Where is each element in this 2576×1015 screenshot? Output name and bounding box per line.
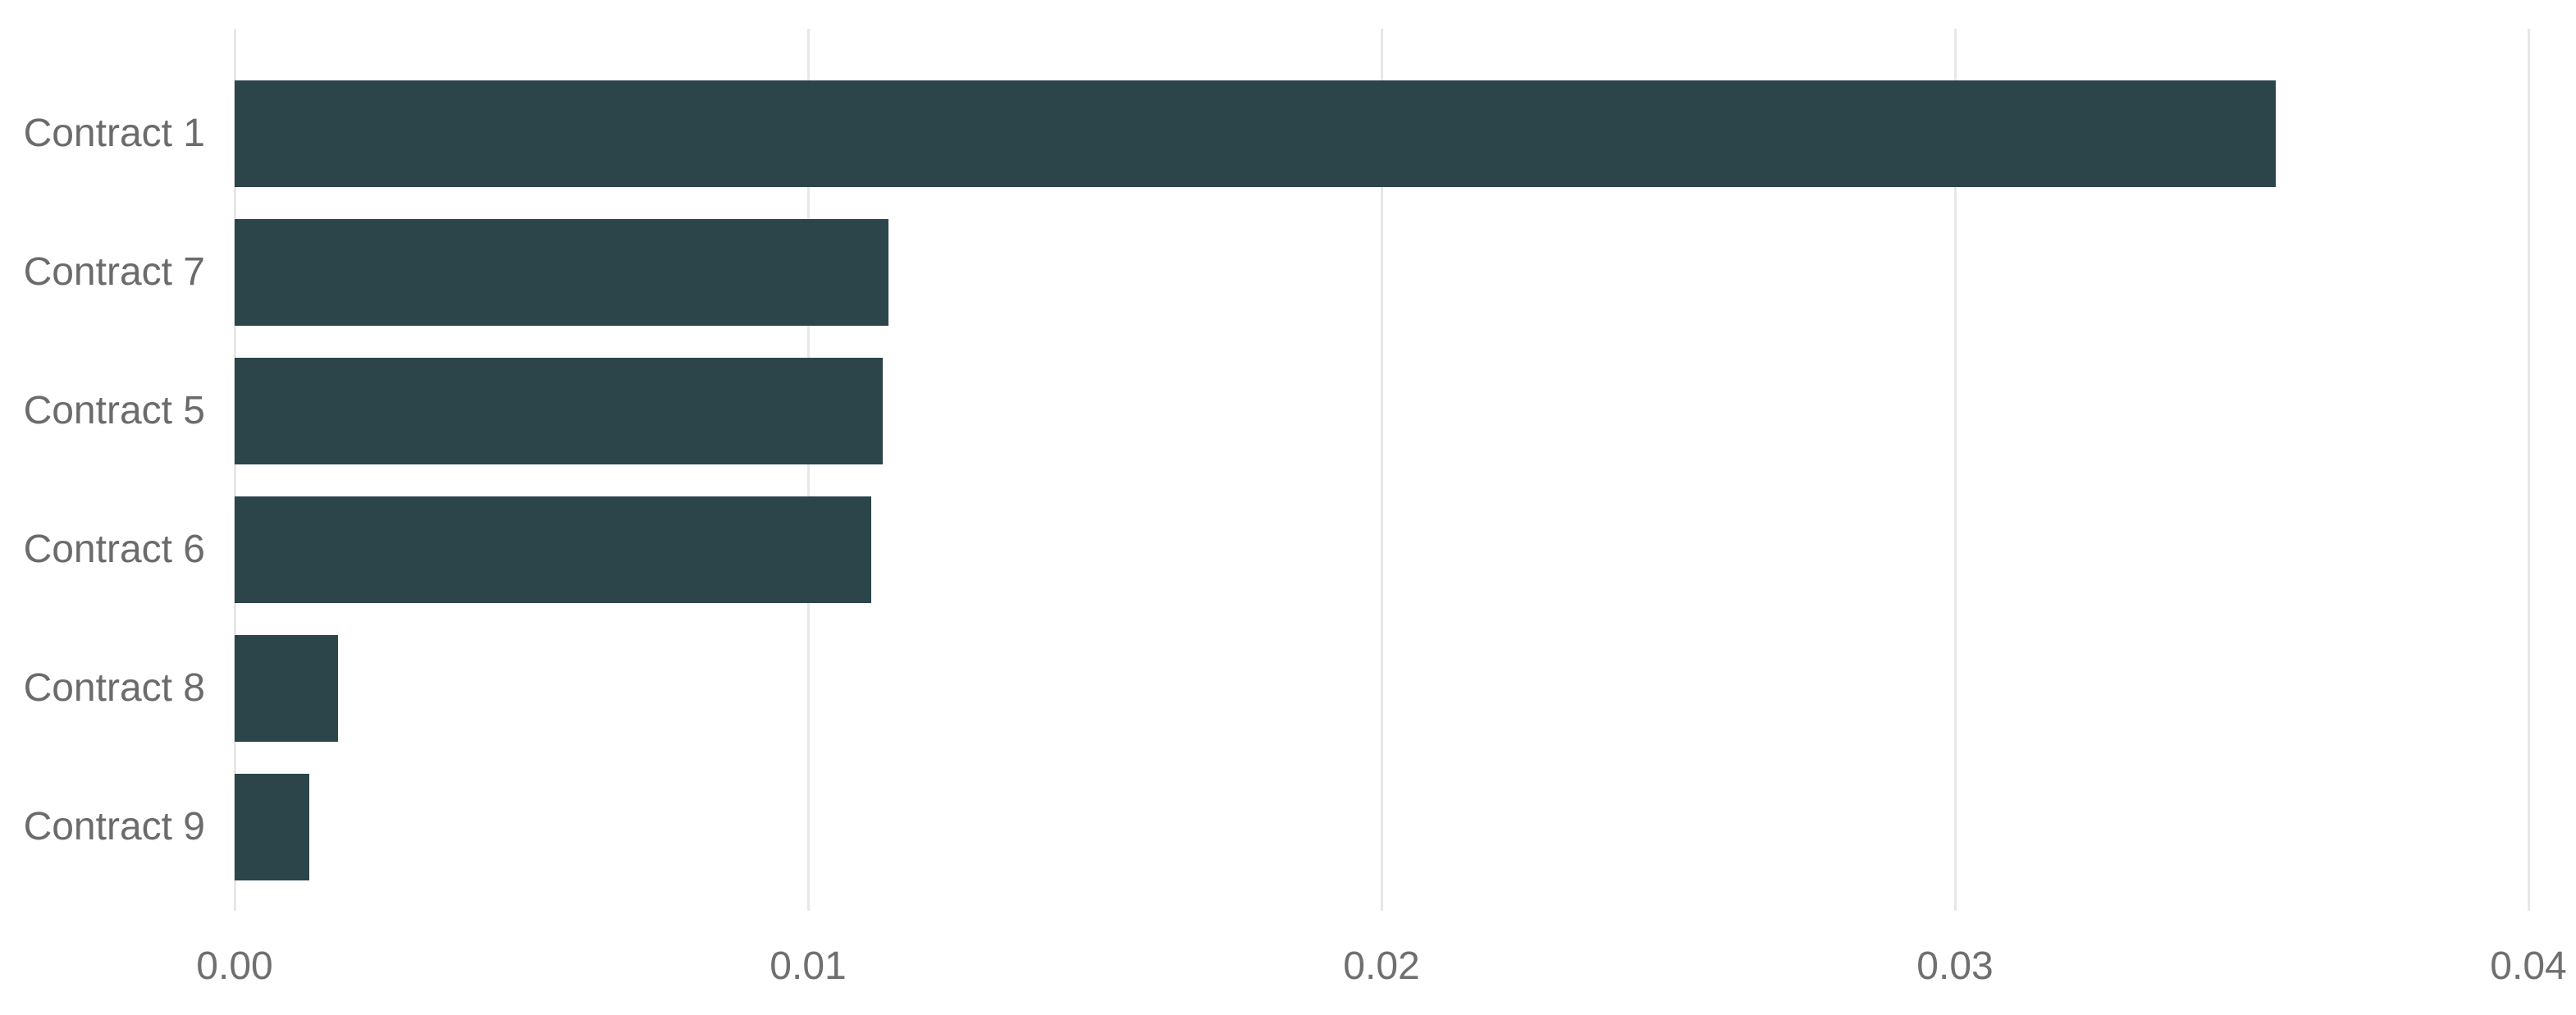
- category-label: Contract 5: [23, 389, 205, 432]
- category-label: Contract 9: [23, 805, 205, 848]
- bar-contract-7[interactable]: [235, 219, 888, 326]
- category-label: Contract 8: [23, 666, 205, 710]
- bar-contract-1[interactable]: [235, 80, 2276, 187]
- category-label: Contract 6: [23, 528, 205, 571]
- x-gridline: [1381, 29, 1383, 911]
- x-axis-tick-label: 0.04: [2490, 944, 2567, 988]
- bar-contract-8[interactable]: [235, 635, 338, 742]
- x-axis-tick-label: 0.00: [196, 944, 273, 988]
- x-gridline: [2528, 29, 2530, 911]
- x-gridline: [807, 29, 810, 911]
- x-gridline: [234, 29, 236, 911]
- bar-contract-6[interactable]: [235, 496, 871, 603]
- bar-contract-5[interactable]: [235, 358, 883, 464]
- category-label: Contract 1: [23, 112, 205, 155]
- x-gridline: [1954, 29, 1957, 911]
- bar-contract-9[interactable]: [235, 774, 309, 880]
- category-label: Contract 7: [23, 250, 205, 294]
- x-axis-tick-label: 0.02: [1343, 944, 1420, 988]
- x-axis-tick-label: 0.03: [1916, 944, 1994, 988]
- x-axis-tick-label: 0.01: [770, 944, 847, 988]
